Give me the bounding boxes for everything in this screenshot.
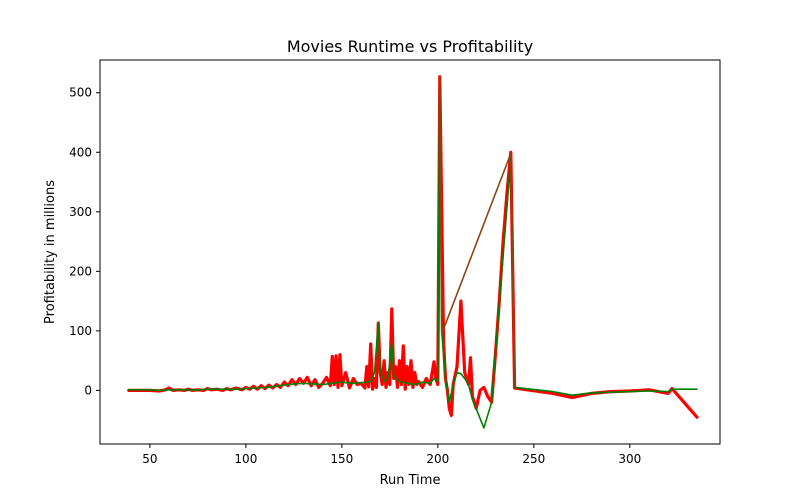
series-line-3 — [438, 75, 516, 389]
series-layer — [127, 75, 699, 429]
plot-frame — [99, 59, 721, 445]
y-tick-label: 500 — [69, 86, 92, 100]
series-line-1 — [127, 75, 699, 419]
y-tick-label: 100 — [69, 324, 92, 338]
y-tick-label: 400 — [69, 145, 92, 159]
y-tick-label: 300 — [69, 205, 92, 219]
y-tick-label: 0 — [84, 383, 92, 397]
x-tick-label: 100 — [234, 452, 257, 466]
y-axis-label: Profitability in millions — [43, 180, 58, 324]
y-axis-ticks: 0 100 200 300 400 500 — [69, 86, 100, 397]
y-tick-label: 200 — [69, 264, 92, 278]
x-axis-ticks: 50 100 150 200 250 300 — [142, 444, 641, 466]
series-line-2 — [128, 78, 698, 429]
x-tick-label: 250 — [522, 452, 545, 466]
chart-title: Movies Runtime vs Profitability — [287, 37, 533, 56]
plot-area — [99, 59, 721, 445]
x-tick-label: 300 — [618, 452, 641, 466]
x-tick-label: 150 — [330, 452, 353, 466]
x-tick-label: 200 — [426, 452, 449, 466]
x-tick-label: 50 — [142, 452, 157, 466]
x-axis-label: Run Time — [380, 473, 441, 488]
